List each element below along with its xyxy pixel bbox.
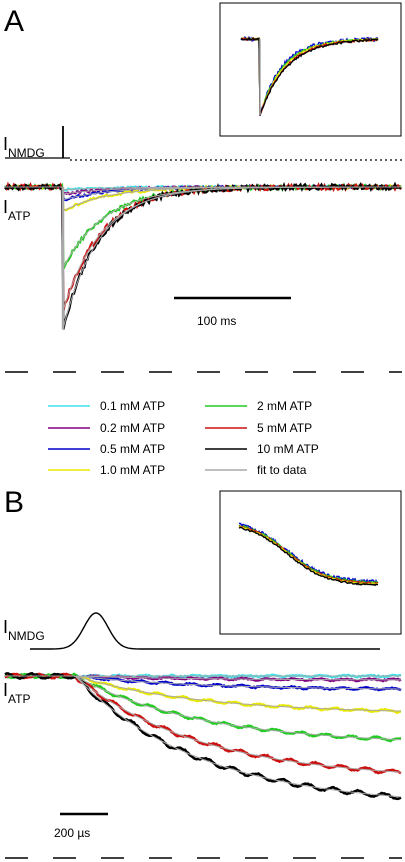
legend-label-7: 10 mM ATP bbox=[257, 442, 319, 456]
panel-b-trace-7 bbox=[4, 671, 402, 801]
panel-a-letter: A bbox=[4, 5, 24, 38]
panel-a-fit-6 bbox=[5, 186, 401, 310]
panel-b-letter: B bbox=[4, 486, 24, 519]
legend: 0.1 mM ATP 0.2 mM ATP 0.5 mM ATP 1.0 mM ATP… bbox=[48, 399, 319, 477]
panel-a-trace-6 bbox=[4, 181, 402, 311]
legend-label-8: fit to data bbox=[257, 463, 307, 477]
panel-a-nmdg-label: INMDG bbox=[3, 134, 45, 160]
panel-b-inset-trace-5 bbox=[238, 526, 379, 587]
legend-label-1: 0.1 mM ATP bbox=[100, 399, 165, 413]
panel-a-fit-7 bbox=[5, 186, 401, 328]
panel-a: A INMDG IATP 100 ms bbox=[3, 2, 402, 373]
panel-a-inset-trace-4 bbox=[240, 37, 379, 117]
legend-label-3: 0.5 mM ATP bbox=[100, 442, 165, 456]
panel-b-nmdg-trace bbox=[30, 612, 380, 650]
panel-a-inset-traces bbox=[240, 35, 379, 117]
panel-b-trace-5 bbox=[4, 672, 402, 743]
panel-a-inset-trace-5 bbox=[240, 36, 379, 116]
panel-b-nmdg-label: INMDG bbox=[3, 617, 45, 643]
panel-b-traces bbox=[4, 671, 402, 801]
panel-b-inset-frame bbox=[219, 490, 402, 635]
legend-label-5: 2 mM ATP bbox=[257, 399, 312, 413]
panel-a-atp-label: IATP bbox=[3, 197, 30, 223]
panel-b-inset-traces bbox=[238, 522, 379, 587]
panel-b-fit-7 bbox=[5, 675, 402, 798]
panel-b-scale-label: 200 µs bbox=[54, 826, 90, 840]
legend-label-6: 5 mM ATP bbox=[257, 421, 312, 435]
panel-b: B INMDG IATP 200 µs bbox=[3, 486, 402, 859]
panel-a-inset-frame bbox=[219, 2, 402, 137]
panel-b-fit-4 bbox=[5, 675, 402, 712]
legend-label-4: 1.0 mM ATP bbox=[100, 463, 165, 477]
panel-a-traces bbox=[4, 181, 402, 330]
legend-label-2: 0.2 mM ATP bbox=[100, 421, 165, 435]
panel-a-scale-label: 100 ms bbox=[197, 314, 236, 328]
panel-b-atp-label: IATP bbox=[3, 680, 30, 706]
